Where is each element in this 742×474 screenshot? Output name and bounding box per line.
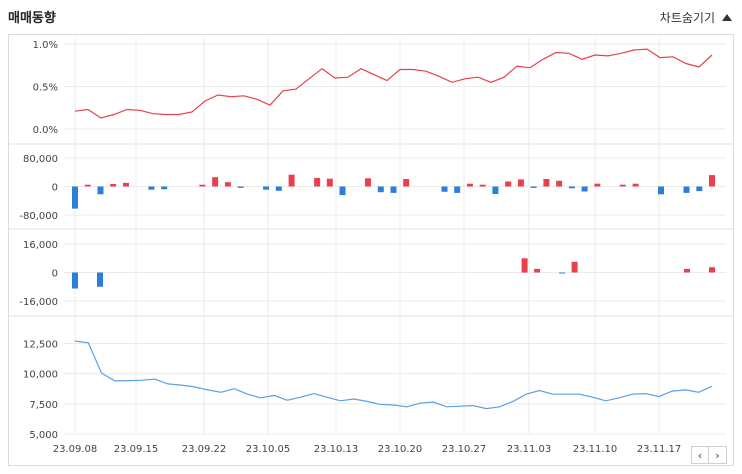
chart-frame: [8, 34, 734, 466]
panel-title: 매매동향: [8, 11, 56, 26]
chart-nav: ‹ ›: [691, 446, 727, 464]
hide-chart-label: 차트숨기기: [659, 11, 715, 25]
next-arrow-icon[interactable]: ›: [709, 446, 727, 464]
triangle-up-icon: [722, 14, 732, 21]
prev-arrow-icon[interactable]: ‹: [691, 446, 709, 464]
hide-chart-button[interactable]: 차트숨기기: [660, 9, 732, 26]
